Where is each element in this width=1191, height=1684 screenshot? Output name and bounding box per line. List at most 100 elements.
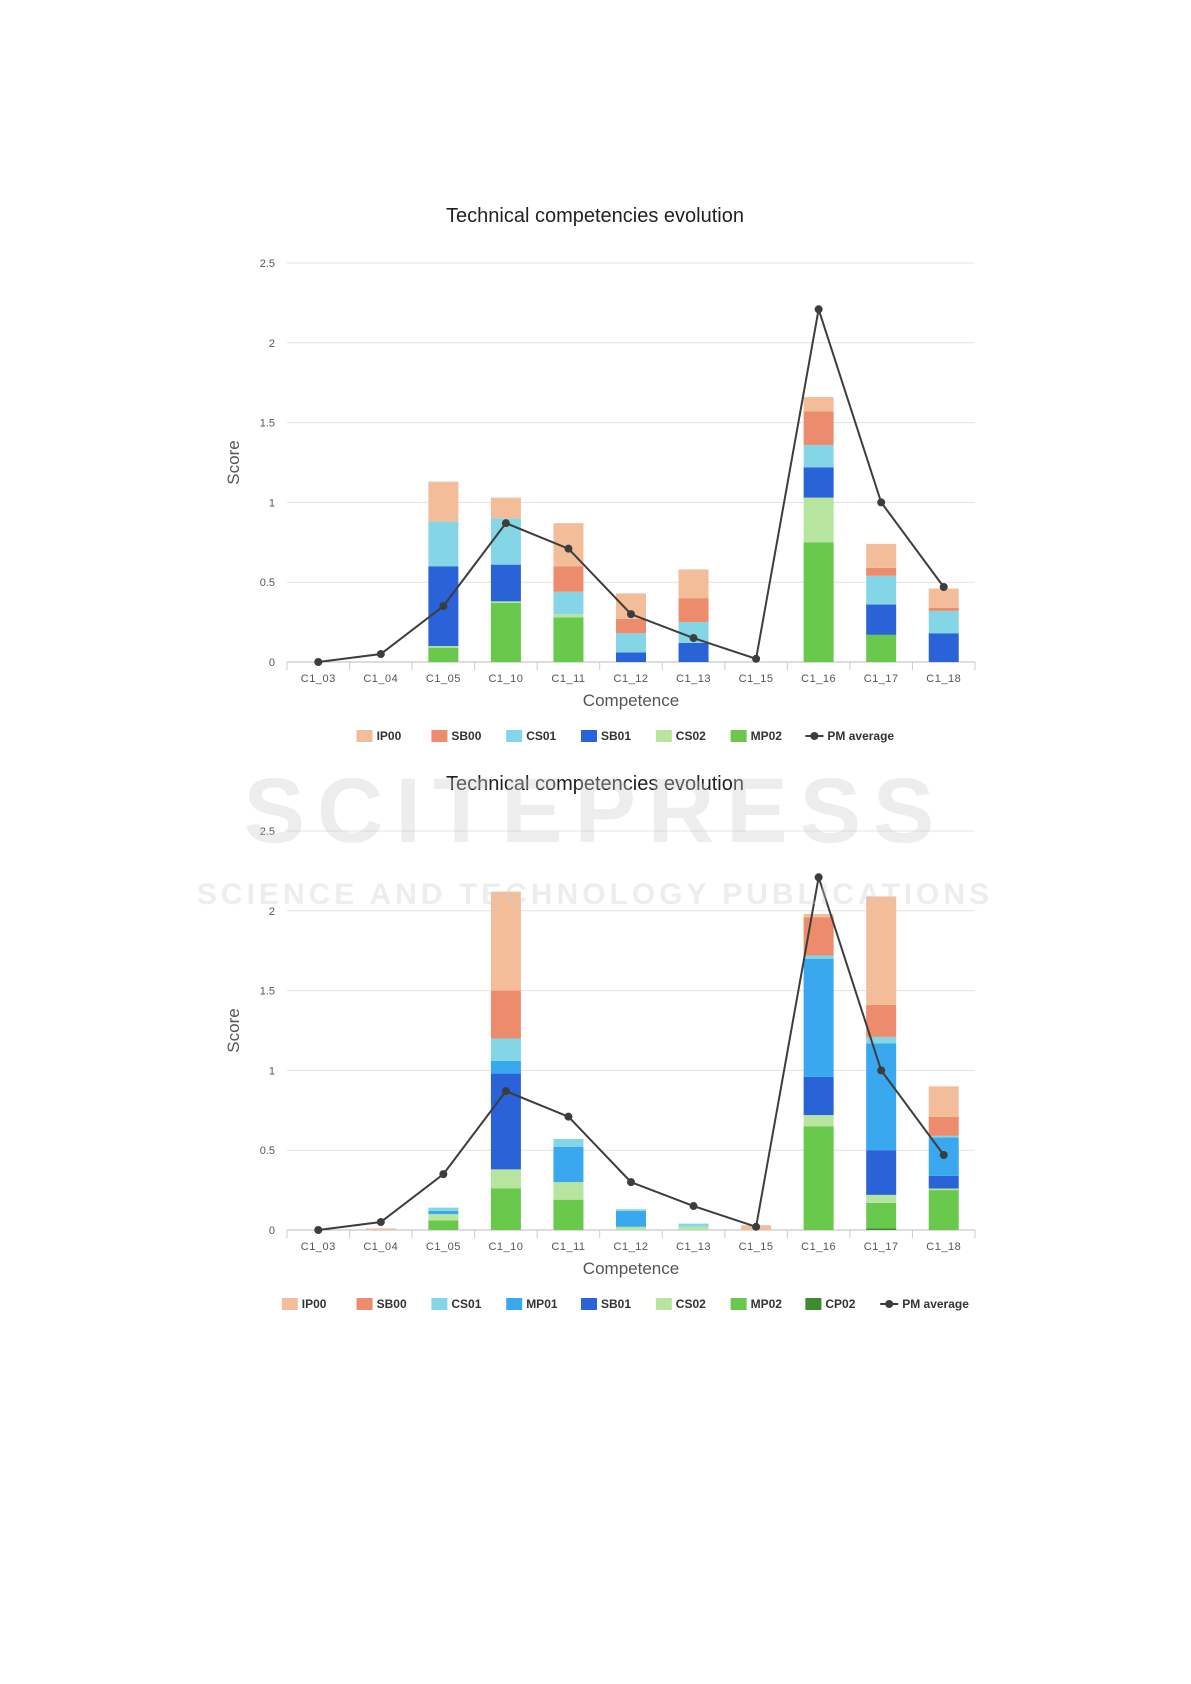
legend-swatch [581, 1298, 597, 1310]
y-tick-label: 2 [269, 338, 275, 350]
legend-marker [810, 732, 819, 740]
bar-segment-cs01 [866, 575, 897, 605]
legend-label: SB01 [601, 1297, 631, 1311]
x-tick-label: C1_17 [864, 1241, 899, 1253]
bar-segment-mp01 [803, 958, 834, 1077]
legend-item-pm-average: PM average [880, 1297, 969, 1311]
bar-segment-sb00 [866, 1004, 897, 1037]
bar-segment-sb01 [866, 1150, 897, 1195]
bar-segment-cs01 [803, 955, 834, 959]
bar-segment-ip00 [490, 891, 521, 991]
pm-average-point [314, 1226, 323, 1234]
bar-segment-cs01 [678, 1223, 709, 1227]
pm-average-point [877, 498, 886, 507]
bar-segment-mp01 [616, 1210, 646, 1227]
bar-segment-sb00 [866, 567, 897, 576]
x-tick-label: C1_11 [551, 1241, 585, 1253]
legend-item-mp02: MP02 [730, 1297, 782, 1311]
bar-segment-cs01 [866, 1036, 897, 1044]
y-tick-label: 0.5 [260, 577, 275, 589]
pm-average-point [752, 1222, 761, 1231]
bar-segment-mp02 [803, 542, 834, 662]
legend-item-sb00: SB00 [431, 729, 482, 743]
x-tick-label: C1_16 [801, 1241, 836, 1253]
legend-label: CS02 [676, 729, 706, 743]
bar-segment-mp01 [866, 1043, 897, 1151]
bar-segment-cs02 [553, 1182, 584, 1200]
bar-segment-sb01 [803, 1076, 834, 1116]
legend-item-cp02: CP02 [805, 1297, 856, 1311]
bar-segment-cs01 [678, 622, 709, 643]
y-tick-label: 0.5 [260, 1145, 275, 1157]
y-tick-label: 1.5 [260, 418, 275, 430]
pm-average-point [439, 1170, 448, 1179]
legend-label: MP02 [751, 729, 783, 743]
legend-item-mp01: MP01 [506, 1297, 558, 1311]
x-tick-label: C1_18 [926, 1241, 961, 1253]
bar-segment-ip00 [866, 896, 897, 1005]
x-tick-label: C1_13 [676, 1241, 711, 1253]
bar-segment-cs02 [866, 1194, 897, 1203]
bar-segment-cs01 [553, 1139, 584, 1148]
bar-segment-cs02 [928, 1188, 959, 1191]
legend-label: IP00 [377, 729, 402, 743]
bar-segment-cs02 [616, 1226, 646, 1230]
bar-segment-cs02 [490, 1169, 521, 1189]
legend-item-ip00: IP00 [281, 1297, 327, 1311]
y-tick-label: 2 [269, 906, 275, 918]
legend-label: SB01 [601, 729, 631, 743]
legend-item-cs02: CS02 [655, 1297, 706, 1311]
x-tick-label: C1_15 [739, 1241, 774, 1253]
legend-swatch [506, 730, 523, 742]
legend-label: CS01 [526, 729, 556, 743]
y-tick-label: 1.5 [260, 986, 275, 998]
bar-segment-cs02 [428, 1214, 459, 1221]
bar-segment-ip00 [928, 1086, 959, 1117]
x-tick-label: C1_04 [363, 1241, 398, 1253]
x-axis-label: Competence [583, 1259, 679, 1278]
legend-swatch [655, 730, 672, 742]
legend-swatch [805, 1298, 822, 1310]
y-tick-label: 0 [269, 1225, 275, 1237]
bar-segment-cs01 [428, 1207, 459, 1211]
legend-swatch [581, 730, 597, 742]
pm-average-point [939, 582, 948, 591]
pm-average-point [814, 873, 823, 882]
x-tick-label: C1_03 [301, 1241, 336, 1253]
legend-item-ip00: IP00 [356, 729, 402, 743]
legend-label: PM average [827, 729, 894, 743]
y-tick-label: 2.5 [260, 258, 275, 270]
legend-swatch [506, 1298, 523, 1310]
legend-swatch [655, 1298, 672, 1310]
bar-segment-cs01 [428, 521, 459, 567]
x-tick-label: C1_05 [426, 673, 461, 685]
chart-title: Technical competencies evolution [446, 773, 744, 795]
bar-segment-sb00 [616, 618, 646, 634]
legend-label: MP01 [526, 1297, 558, 1311]
bar-segment-ip00 [678, 569, 709, 599]
stacked-bar-chart-2: Technical competencies evolution 0 0.5 1 1.5… [0, 758, 1191, 1318]
legend-swatch [356, 1298, 373, 1310]
pm-average-point [689, 1202, 698, 1211]
bar-segment-mp02 [490, 1188, 521, 1230]
bar-segment-ip00 [928, 588, 959, 608]
pm-average-point [501, 519, 510, 528]
y-axis-label: Score [224, 1008, 243, 1052]
x-tick-label: C1_17 [864, 673, 899, 685]
bar-segment-mp02 [866, 634, 897, 662]
x-axis-label: Competence [583, 691, 679, 710]
y-tick-label: 1 [269, 497, 275, 509]
bar-segment-sb00 [490, 990, 521, 1039]
bar-segment-mp02 [428, 647, 459, 662]
bar-segment-mp02 [553, 1199, 584, 1230]
legend-item-cs02: CS02 [655, 729, 706, 743]
bar-segment-sb01 [490, 564, 521, 602]
legend-item-sb00: SB00 [356, 1297, 407, 1311]
legend-label: CS01 [451, 1297, 481, 1311]
legend-swatch [431, 730, 448, 742]
bar-segment-cs02 [678, 1226, 709, 1230]
legend-marker [885, 1300, 894, 1308]
pm-average-point [439, 602, 448, 611]
legend-swatch [281, 1298, 298, 1310]
legend-item-mp02: MP02 [730, 729, 783, 743]
